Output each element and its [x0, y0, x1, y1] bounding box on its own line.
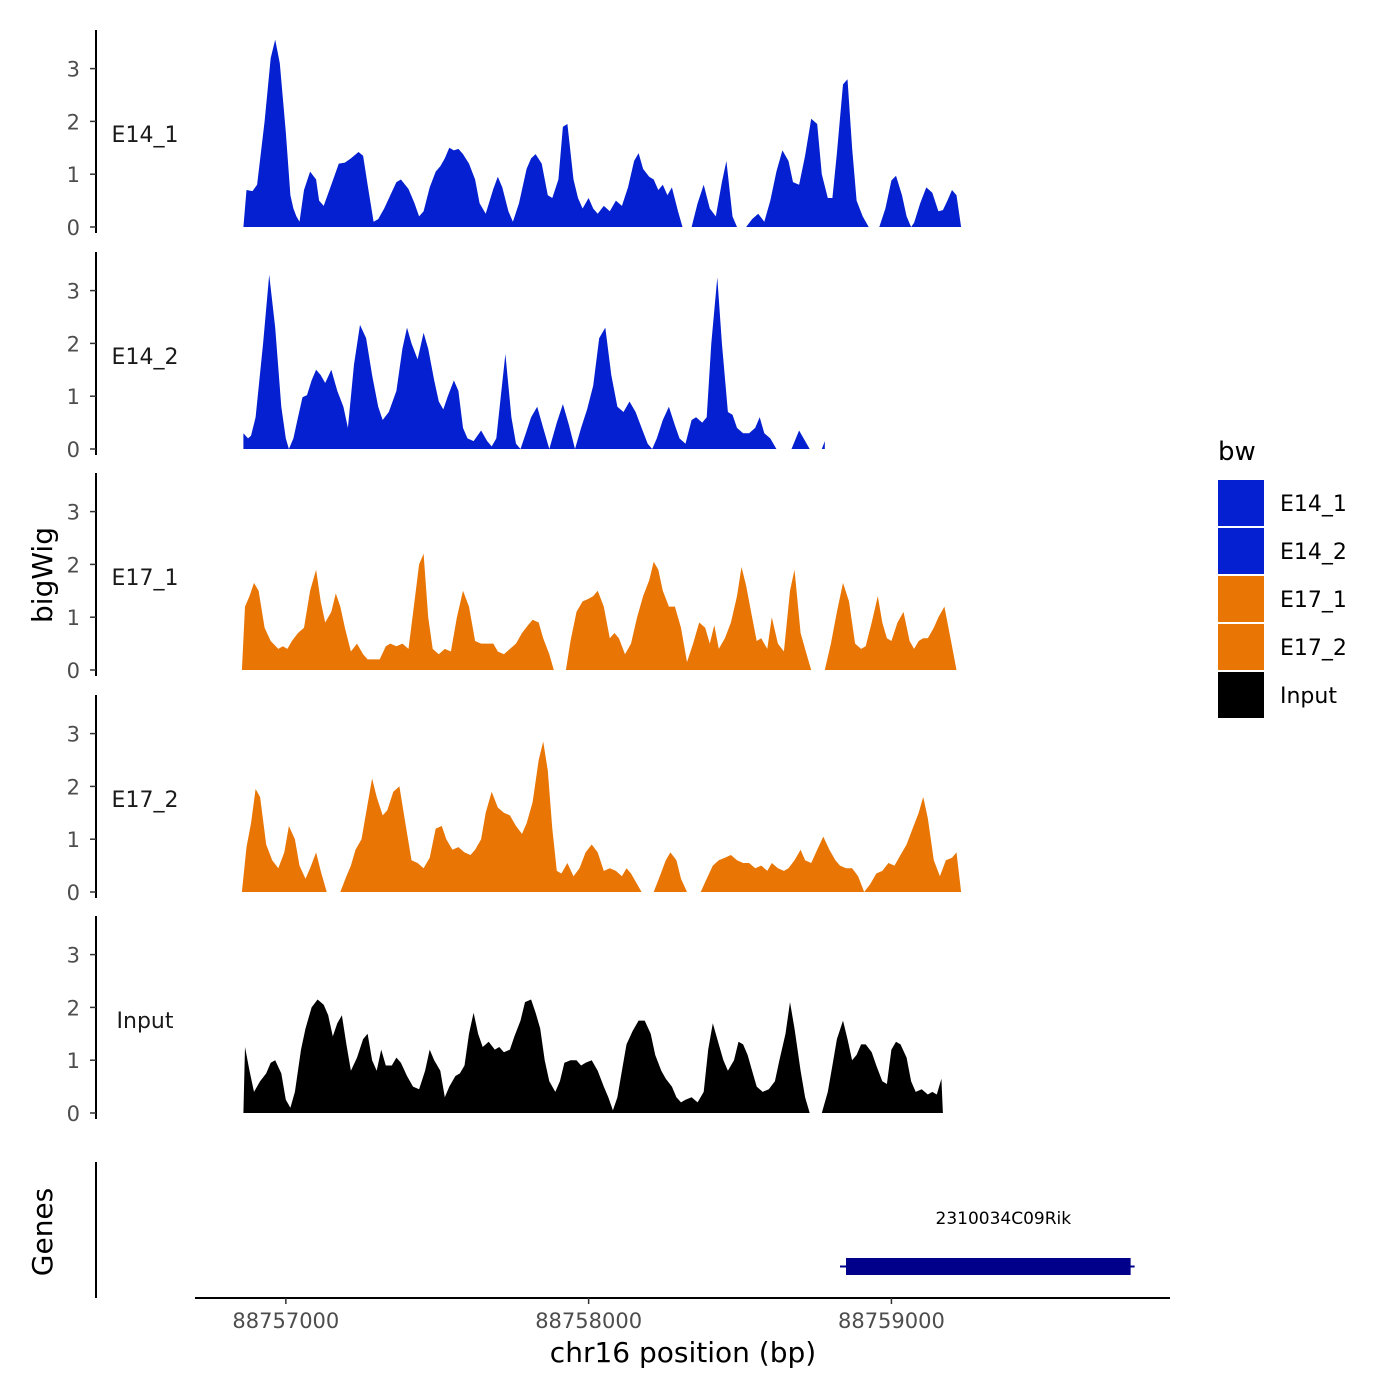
- track-label: E17_2: [112, 788, 179, 813]
- x-tick-label: 88759000: [838, 1309, 945, 1333]
- track-panel-e14-2: 0 1 2 3 E14_2: [67, 252, 825, 462]
- coverage-area-e14-1: [879, 175, 962, 227]
- coverage-area-e17-1: [565, 561, 812, 670]
- track-panel-e14-1: 0 1 2 3 E14_1: [67, 30, 962, 240]
- gene-track: 2310034C09Rik: [95, 1162, 1135, 1298]
- x-axis-title: chr16 position (bp): [550, 1336, 816, 1369]
- legend-label: E17_2: [1280, 636, 1347, 661]
- y-axis-title: bigWig: [26, 527, 59, 623]
- legend-key: [1218, 480, 1264, 526]
- y-tick-label: 2: [67, 553, 80, 577]
- coverage-area-e17-2: [653, 852, 687, 892]
- coverage-area-e17-1: [824, 582, 957, 670]
- legend-key: [1218, 528, 1264, 574]
- y-tick-label: 3: [67, 723, 80, 747]
- legend-title: bw: [1218, 437, 1256, 467]
- y-tick-label: 0: [67, 881, 80, 905]
- y-tick-label: 2: [67, 996, 80, 1020]
- coverage-area-e17-2: [241, 789, 327, 892]
- coverage-area-e17-2: [340, 741, 642, 892]
- y-tick-label: 1: [67, 163, 80, 187]
- coverage-area-e17-1: [241, 553, 554, 670]
- coverage-area-e14-1: [746, 79, 869, 227]
- legend: bw E14_1 E14_2 E17_1 E17_2 Input: [1218, 437, 1347, 718]
- coverage-area-e17-2: [700, 797, 962, 892]
- y-tick-label: 0: [67, 659, 80, 683]
- y-tick-label: 1: [67, 385, 80, 409]
- y-tick-label: 3: [67, 501, 80, 525]
- coverage-area-e14-2: [243, 274, 777, 449]
- track-panel-e17-2: 0 1 2 3 E17_2: [67, 695, 962, 905]
- y-tick-label: 1: [67, 606, 80, 630]
- track-panel-input: 0 1 2 3 Input: [67, 916, 943, 1126]
- x-tick-label: 88757000: [232, 1309, 339, 1333]
- gene-track-title: Genes: [26, 1188, 59, 1276]
- legend-label: E17_1: [1280, 588, 1347, 613]
- coverage-area-e14-2: [821, 441, 825, 449]
- track-label: Input: [117, 1009, 174, 1034]
- gene-label: 2310034C09Rik: [936, 1209, 1072, 1229]
- coverage-area-e14-2: [791, 430, 810, 449]
- track-label: E17_1: [112, 566, 179, 591]
- legend-key: [1218, 576, 1264, 622]
- y-tick-label: 1: [67, 828, 80, 852]
- y-tick-label: 2: [67, 110, 80, 134]
- legend-label: E14_2: [1280, 540, 1347, 565]
- legend-label: Input: [1280, 684, 1337, 709]
- coverage-area-input: [243, 999, 810, 1113]
- y-tick-label: 3: [67, 280, 80, 304]
- y-tick-label: 3: [67, 944, 80, 968]
- y-tick-label: 0: [67, 1102, 80, 1126]
- y-tick-label: 3: [67, 58, 80, 82]
- y-tick-label: 0: [67, 216, 80, 240]
- track-panel-e17-1: 0 1 2 3 E17_1: [67, 473, 957, 683]
- y-tick-label: 2: [67, 775, 80, 799]
- x-axis: 88757000 88758000 88759000: [195, 1297, 1170, 1333]
- track-label: E14_2: [112, 345, 179, 370]
- coverage-area-e14-1: [243, 39, 683, 227]
- track-panels: 0 1 2 3 E14_1 0 1 2 3 E14_2 0 1 2 3 E17_1 0 1 2 3 E17_2 0 1 2 3…: [67, 30, 962, 1126]
- track-label: E14_1: [112, 123, 179, 148]
- y-tick-label: 0: [67, 438, 80, 462]
- y-tick-label: 2: [67, 332, 80, 356]
- legend-key: [1218, 672, 1264, 718]
- y-tick-label: 1: [67, 1049, 80, 1073]
- coverage-area-e14-1: [691, 161, 737, 227]
- coverage-area-input: [821, 1020, 943, 1113]
- legend-label: E14_1: [1280, 492, 1347, 517]
- x-tick-label: 88758000: [535, 1309, 642, 1333]
- legend-key: [1218, 624, 1264, 670]
